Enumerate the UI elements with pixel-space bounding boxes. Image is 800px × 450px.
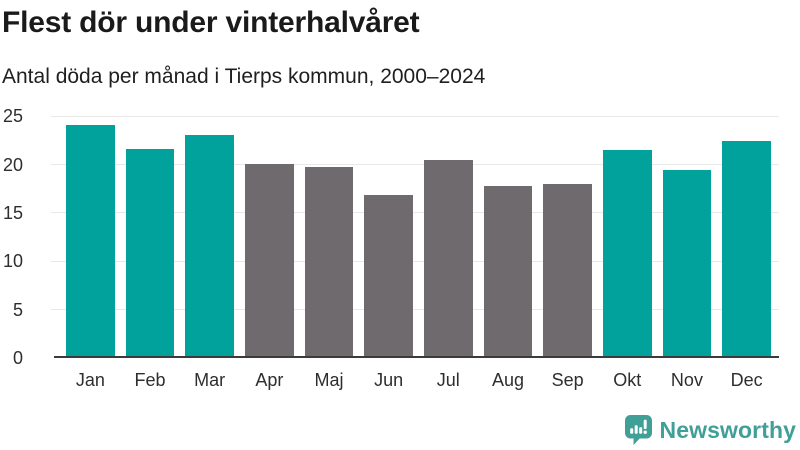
x-axis-label-mar: Mar [194,370,226,390]
bar-chart: 0 5 10 15 20 25 Jan Feb Mar Apr Maj Jun Jul Aug Sep Okt… [0,107,800,408]
newsworthy-logo: Newsworthy [624,415,796,445]
plot-area: 0 5 10 15 20 25 Jan Feb Mar Apr Maj Jun Jul Aug Sep Okt… [3,107,779,390]
x-axis-label-aug: Aug [491,370,524,390]
x-axis-label-jul: Jul [436,370,460,390]
gridline-y-20 [51,164,779,166]
bar-apr [244,163,294,358]
x-axis-label-apr: Apr [255,370,284,390]
x-axis-label-feb: Feb [134,370,166,390]
x-axis-label-nov: Nov [670,370,703,390]
bar-maj [304,166,354,358]
y-axis-label-0: 0 [12,348,23,368]
bar-nov [662,170,712,358]
x-axis-label-sep: Sep [551,370,584,390]
x-axis-label-jun: Jun [374,370,404,390]
gridline-y-5 [51,309,779,311]
bar-jun [364,194,413,358]
gridline-y-25 [51,115,779,117]
y-axis-label-15: 15 [2,202,23,223]
y-axis-label-25: 25 [2,106,23,127]
gridline-y-15 [51,212,779,214]
x-axis-label-maj: Maj [314,370,344,390]
bar-mar [185,134,234,358]
x-axis-label-dec: Dec [730,370,763,390]
gridline-y-10 [51,260,779,262]
bar-aug [483,185,533,358]
bar-sep [543,183,592,358]
chart-title: Flest dör under vinterhalvåret [2,6,420,39]
bar-dec [722,141,771,358]
bar-jan [66,124,115,358]
bar-jul [423,159,473,358]
bar-okt [602,150,652,358]
y-axis-label-20: 20 [2,154,23,175]
y-axis-label-10: 10 [2,251,23,272]
x-axis-line [54,356,779,358]
x-axis-label-okt: Okt [613,370,642,390]
y-axis-label-5: 5 [12,299,23,320]
newsworthy-logo-icon [624,415,652,445]
bar-feb [125,149,175,358]
x-axis-label-jan: Jan [75,370,105,390]
chart-subtitle: Antal döda per månad i Tierps kommun, 20… [2,65,486,88]
newsworthy-logo-text: Newsworthy [659,416,796,443]
